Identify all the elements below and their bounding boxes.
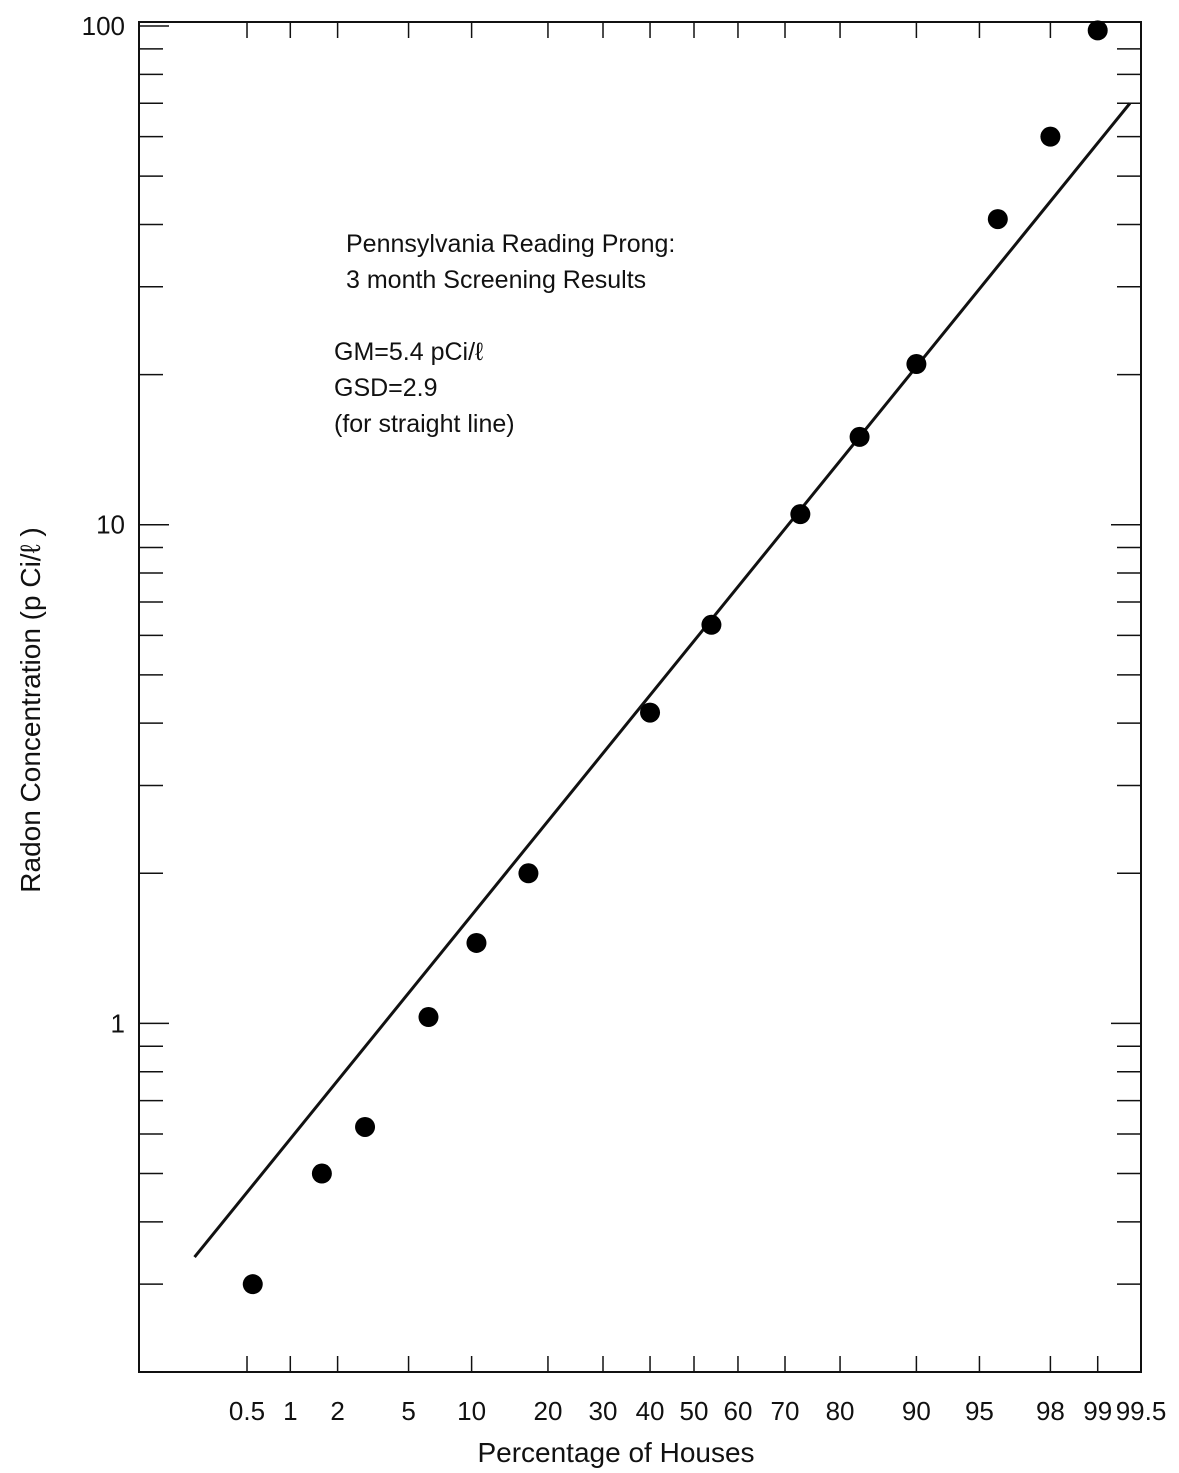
annotation-line-2: 3 month Screening Results: [346, 266, 646, 294]
x-tick-label: 80: [826, 1396, 855, 1426]
data-point: [987, 209, 1008, 230]
data-point: [849, 426, 870, 447]
x-tick-label: 99.5: [1116, 1396, 1167, 1426]
y-tick-label: 1: [111, 1008, 125, 1038]
x-tick-label: 60: [724, 1396, 753, 1426]
data-point: [1040, 126, 1061, 147]
x-tick-label: 2: [330, 1396, 344, 1426]
y-tick-label: 10: [96, 510, 125, 540]
data-point: [790, 504, 811, 525]
data-point: [906, 354, 927, 375]
data-point: [640, 702, 661, 723]
data-point: [311, 1163, 332, 1184]
plot-frame: [138, 21, 1142, 1373]
annotation-line-1: Pennsylvania Reading Prong:: [346, 230, 675, 258]
tick-marks: [139, 22, 1142, 1373]
data-point: [518, 863, 539, 884]
y-tick-label: 100: [82, 11, 125, 41]
x-tick-label: 95: [965, 1396, 994, 1426]
data-point: [355, 1116, 376, 1137]
x-tick-label: 40: [636, 1396, 665, 1426]
data-points: [242, 20, 1108, 1295]
tick-labels: 0.5 1 2 5 10 20 30 40 50 60 70 80 90 95 98 99 99.5 1 10 100: [82, 11, 1167, 1426]
data-point: [466, 932, 487, 953]
x-tick-label: 50: [680, 1396, 709, 1426]
x-tick-label: 5: [401, 1396, 415, 1426]
x-axis-label: Percentage of Houses: [477, 1437, 754, 1468]
x-tick-label: 20: [533, 1396, 562, 1426]
x-tick-label: 30: [589, 1396, 618, 1426]
data-point: [701, 614, 722, 635]
x-tick-label: 99: [1083, 1396, 1112, 1426]
fit-line: [193, 102, 1132, 1259]
data-point: [242, 1274, 263, 1295]
annotation-line-4: GSD=2.9: [334, 374, 438, 402]
annotation-block: Pennsylvania Reading Prong: 3 month Scre…: [334, 230, 675, 438]
y-axis-label: Radon Concentration (p Ci/ℓ ): [15, 527, 46, 892]
data-point: [418, 1007, 439, 1028]
annotation-line-5: (for straight line): [334, 410, 515, 438]
x-tick-label: 0.5: [229, 1396, 265, 1426]
data-point: [1087, 20, 1108, 41]
x-tick-label: 70: [771, 1396, 800, 1426]
x-tick-label: 90: [902, 1396, 931, 1426]
x-tick-label: 98: [1036, 1396, 1065, 1426]
annotation-line-3: GM=5.4 pCi/ℓ: [334, 338, 484, 366]
x-tick-label: 10: [457, 1396, 486, 1426]
x-tick-label: 1: [283, 1396, 297, 1426]
